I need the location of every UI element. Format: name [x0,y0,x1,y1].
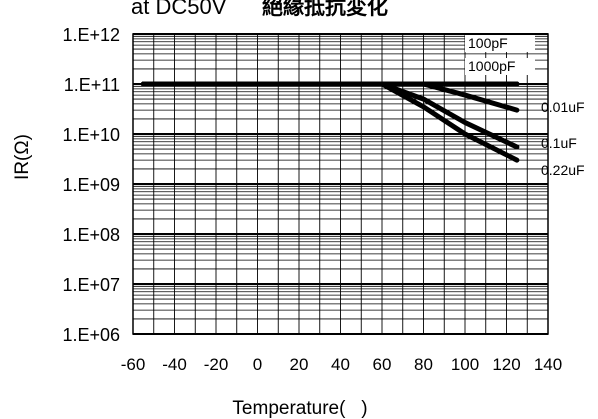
x-tick-label: 40 [331,355,350,374]
series-labels: 100pF 1000pF 0.01uF 0.1uF 0.22uF [465,35,585,178]
x-tick-labels: -60 -40 -20 0 20 40 60 80 100 120 140 [121,355,562,374]
x-tick-label: 60 [373,355,392,374]
y-tick-label: 1.E+12 [62,25,120,45]
y-tick-label: 1.E+09 [62,175,120,195]
x-tick-label: 80 [414,355,433,374]
series-label-0: 100pF [468,35,508,51]
x-tick-label: 20 [290,355,309,374]
series-line-2 [140,81,520,113]
x-tick-label: -40 [162,355,187,374]
series-label-2: 0.01uF [541,99,585,115]
plot-frame [132,33,549,335]
chart-title: at DC50V [131,0,227,19]
x-tick-label: 100 [451,355,479,374]
y-tick-label: 1.E+11 [64,75,120,95]
x-tick-label: 0 [253,355,262,374]
major-grid [132,33,549,335]
x-axis-label: Temperature( ) [232,398,367,419]
x-tick-label: -60 [121,355,146,374]
series-label-4: 0.22uF [541,162,585,178]
y-tick-label: 1.E+08 [62,225,120,245]
series-line-4 [140,81,520,163]
y-tick-label: 1.E+07 [62,275,120,295]
y-tick-labels: 1.E+12 1.E+11 1.E+10 1.E+09 1.E+08 1.E+07 1.E+… [62,25,120,345]
series-label-1: 1000pF [468,58,515,74]
series-label-bg [465,58,535,75]
y-axis-label: IR(Ω) [12,134,33,180]
y-tick-label: 1.E+10 [62,125,120,145]
x-tick-label: -20 [204,355,229,374]
series-label-bg [465,35,535,52]
chart-subtitle: 絕緣抵抗変化 [262,0,388,19]
series-layer [140,81,520,163]
x-tick-label: 120 [492,355,520,374]
x-tick-label: 140 [534,355,562,374]
y-tick-label: 1.E+06 [62,325,120,345]
series-label-3: 0.1uF [541,135,577,151]
